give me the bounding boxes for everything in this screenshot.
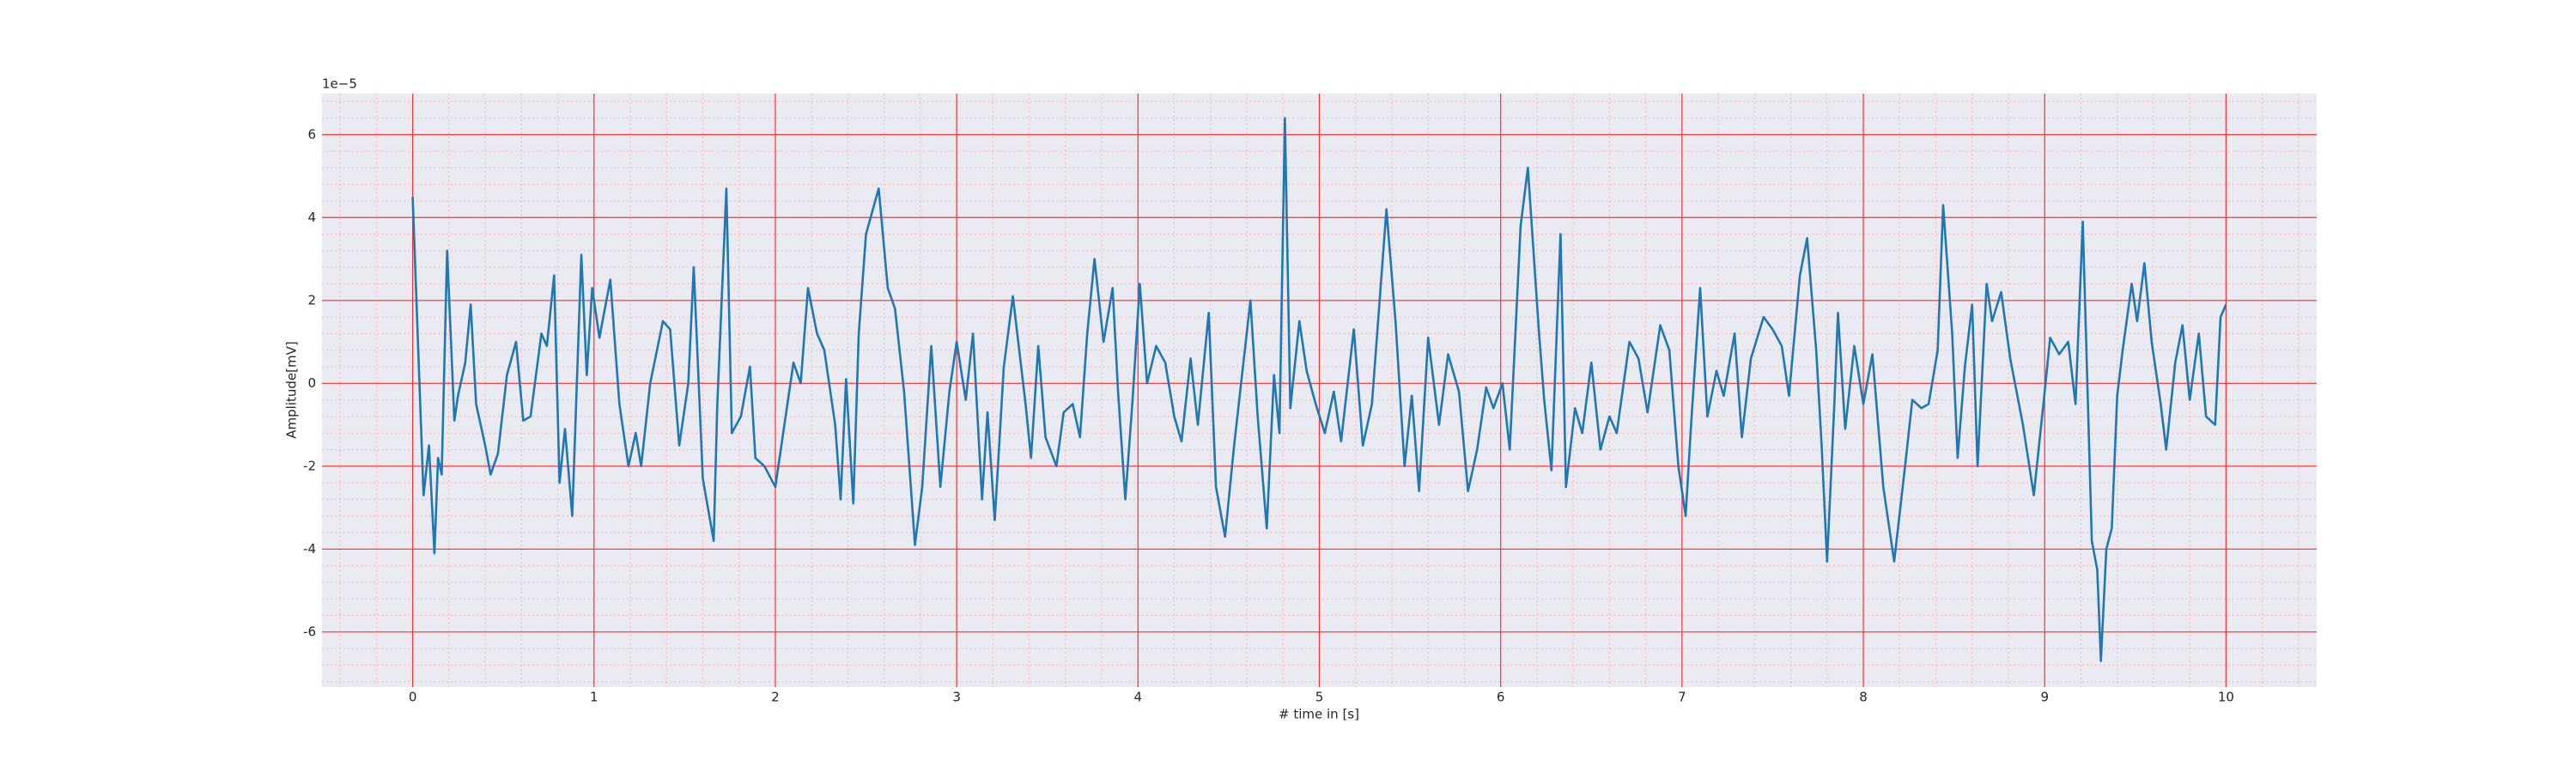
x-tick-label: 2 (771, 690, 780, 705)
signal-line (411, 117, 2227, 662)
x-tick-label: 1 (590, 690, 598, 705)
marks (411, 117, 2227, 662)
x-tick-label: 4 (1134, 690, 1143, 705)
y-axis-label: Amplitude[mV] (284, 341, 300, 438)
x-tick-label: 7 (1678, 690, 1686, 705)
y-tick-label: 6 (307, 126, 316, 142)
offset-label: 1e−5 (322, 76, 357, 92)
x-tick-label: 10 (2218, 690, 2234, 705)
y-tick-label: -2 (303, 458, 316, 473)
y-tick-label: 0 (307, 375, 316, 391)
y-tick-label: 4 (307, 210, 316, 225)
x-tick-label: 0 (409, 690, 417, 705)
x-tick-label: 5 (1315, 690, 1324, 705)
x-tick-label: 3 (952, 690, 961, 705)
y-tick-label: -6 (303, 624, 316, 639)
y-tick-label: -4 (303, 541, 316, 557)
y-tick-label: 2 (307, 292, 316, 307)
x-tick-label: 9 (2040, 690, 2049, 705)
x-axis-label: # time in [s] (1279, 707, 1359, 722)
x-tick-label: 6 (1497, 690, 1505, 705)
x-tick-label: 8 (1859, 690, 1868, 705)
grid (322, 94, 2317, 687)
